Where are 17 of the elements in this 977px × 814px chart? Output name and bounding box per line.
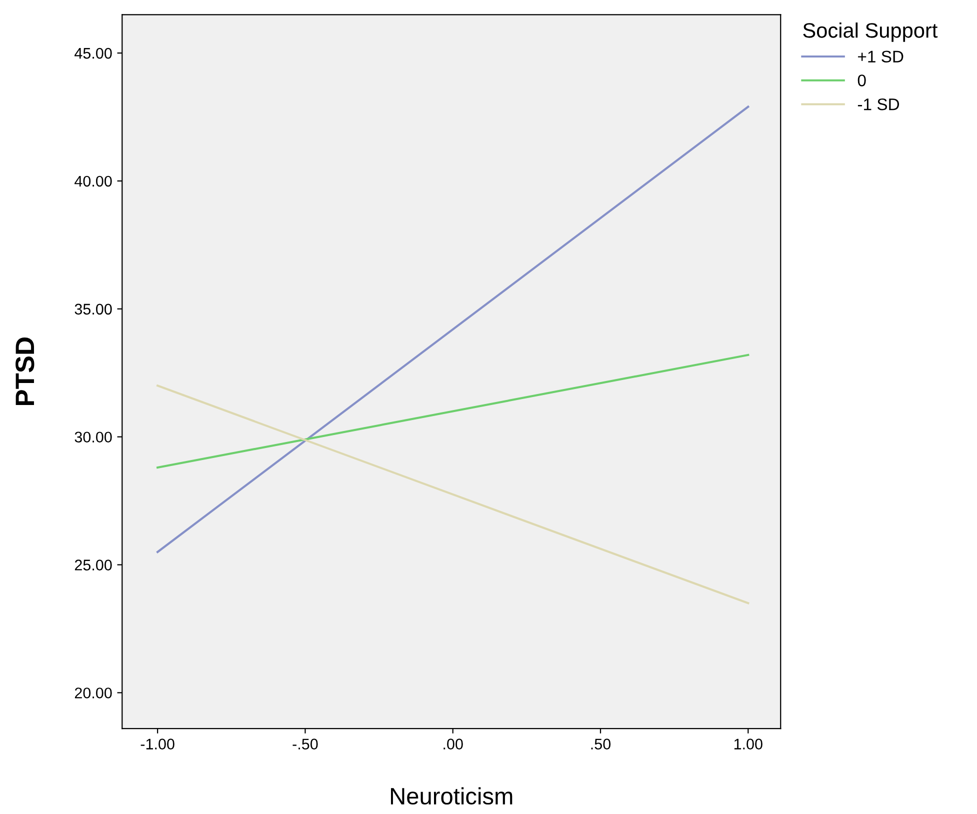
x-axis-title: Neuroticism: [390, 787, 512, 805]
x-tick-label: .00: [444, 738, 463, 750]
y-tick-label: 40.00: [74, 176, 112, 187]
y-tick-label: 30.00: [74, 432, 112, 443]
legend-label: -1 SD: [858, 98, 900, 110]
x-tick-label: -1.00: [140, 738, 174, 750]
x-tick-label: -.50: [292, 738, 318, 750]
y-tick-label: 45.00: [74, 48, 112, 59]
legend-label: 0: [858, 74, 866, 86]
y-tick-label: 35.00: [74, 304, 112, 315]
x-tick-label: 1.00: [734, 738, 762, 750]
y-axis-title: PTSD: [16, 338, 34, 406]
y-tick-label: 20.00: [74, 688, 112, 698]
legend-label: +1 SD: [858, 50, 904, 63]
x-tick-label: .50: [591, 738, 611, 750]
legend-title: Social Support: [803, 22, 938, 42]
y-tick-label: 25.00: [74, 560, 112, 570]
